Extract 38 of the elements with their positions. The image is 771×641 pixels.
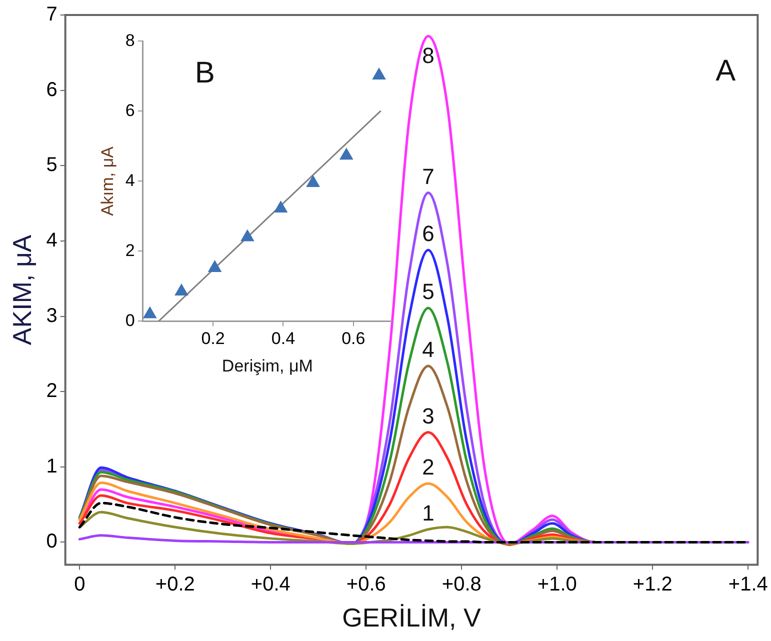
annotation: A	[716, 54, 736, 88]
y-tick-label: 5	[46, 154, 58, 176]
annotation: B	[194, 56, 215, 90]
x-tick-label: 0	[74, 573, 86, 596]
y-tick-label: 1	[46, 455, 58, 478]
series-label: 5	[422, 279, 434, 304]
x-tick-label: 0.4	[271, 329, 296, 348]
x-tick-label: +0.8	[442, 573, 482, 596]
y-tick-label: 3	[46, 304, 58, 327]
y-tick-label: 6	[125, 100, 135, 120]
y-tick-label: 7	[46, 4, 58, 26]
series-label: 1	[422, 500, 434, 526]
x-axis-title: GERİLİM, V	[342, 602, 482, 633]
x-tick-label: +0.4	[250, 573, 290, 596]
y-tick-label: 4	[46, 229, 58, 252]
y-tick-label: 6	[46, 78, 58, 101]
series-label: 8	[422, 43, 434, 68]
series-label: 2	[422, 454, 434, 480]
y-tick-label: 0	[46, 530, 58, 553]
y-tick-label: 2	[125, 240, 135, 260]
x-tick-label: +1.2	[632, 573, 672, 596]
x-tick-label: +0.6	[346, 573, 386, 596]
y-tick-label: 0	[125, 310, 135, 330]
series-label: 7	[422, 164, 434, 189]
x-axis-title: Derişim, μM	[222, 356, 313, 376]
x-tick-label: +1.4	[728, 573, 768, 596]
y-tick-label: 4	[125, 170, 135, 190]
x-tick-label: +1.0	[537, 573, 577, 596]
series-label: 3	[422, 403, 434, 428]
y-tick-label: 2	[46, 380, 58, 402]
x-tick-label: 0.2	[201, 329, 225, 348]
series-label: 4	[422, 337, 434, 362]
y-tick-label: 8	[125, 30, 135, 50]
y-axis-title: AKIM, μA	[6, 234, 37, 346]
x-tick-label: 0.6	[342, 329, 366, 348]
x-tick-label: +0.2	[155, 573, 195, 596]
series-label: 6	[422, 221, 434, 246]
y-axis-title: Akım, μA	[98, 146, 117, 216]
